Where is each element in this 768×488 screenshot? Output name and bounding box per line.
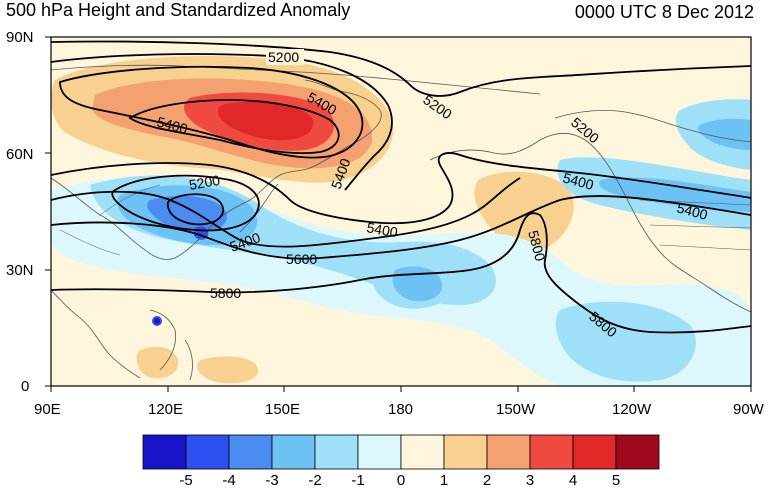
lat-label: 90N — [6, 29, 34, 46]
lon-label: 120E — [148, 401, 183, 418]
contour-5200 — [111, 174, 260, 232]
colorbar-swatch — [185, 434, 230, 470]
coastlines — [51, 64, 751, 381]
lat-label: 0 — [21, 378, 29, 395]
contour-label: 5800 — [210, 285, 241, 301]
positive-anomaly-region — [136, 346, 179, 379]
colorbar-label: 3 — [526, 472, 534, 488]
contour-5400 — [51, 53, 393, 191]
positive-anomaly-region — [217, 101, 314, 141]
colorbar-swatch — [443, 434, 488, 470]
colorbar-swatch — [529, 434, 574, 470]
colorbar-swatch — [400, 434, 445, 470]
contour-label: 5400 — [675, 199, 709, 223]
coastline-alaska — [429, 132, 626, 196]
colorbar-swatch — [271, 434, 316, 470]
negative-anomaly-region — [555, 301, 696, 382]
map-title: 500 hPa Height and Standardized Anomaly — [6, 0, 351, 20]
colorbar-swatch — [314, 434, 359, 470]
axis-ticks — [45, 36, 752, 392]
colorbar-swatch — [572, 434, 617, 470]
negative-anomaly-spot — [154, 318, 160, 324]
contour-5400 — [51, 152, 751, 225]
country-borders — [59, 184, 751, 256]
contour-5400 — [51, 177, 521, 248]
lat-label: 60N — [6, 146, 34, 163]
contour-label: 5800 — [525, 229, 549, 263]
colorbar-labels: -5 -4 -3 -2 -1 0 1 2 3 4 5 — [179, 472, 620, 488]
lat-label: 30N — [6, 262, 34, 279]
colorbar — [142, 434, 660, 470]
lon-label: 150E — [265, 401, 300, 418]
contour-label: 5200 — [268, 49, 299, 65]
lon-label: 90E — [34, 401, 61, 418]
lon-label: 120W — [612, 401, 652, 418]
coastline-north-america — [554, 110, 751, 313]
contour-5200 — [59, 65, 364, 159]
coastline-asia — [51, 79, 382, 260]
contour-5400 — [128, 99, 340, 154]
coastline-arctic — [51, 64, 541, 95]
negative-anomaly-region — [698, 118, 751, 150]
colorbar-label: 4 — [569, 472, 577, 488]
colorbar-label: -3 — [265, 472, 278, 488]
contour-5600 — [51, 195, 751, 260]
contour-label: 5400 — [365, 219, 399, 240]
positive-anomaly-region — [474, 171, 574, 251]
coastline-japan — [239, 183, 279, 233]
coastline-southeast-asia — [51, 289, 193, 381]
contour-5200 — [166, 193, 225, 226]
lon-label: 180 — [388, 401, 413, 418]
colorbar-label: 0 — [397, 472, 405, 488]
contour-label: 5200 — [188, 172, 222, 193]
colorbar-label: -4 — [222, 472, 235, 488]
colorbar-label: -5 — [179, 472, 192, 488]
colorbar-swatch — [142, 434, 187, 470]
contour-label: 5600 — [286, 251, 317, 267]
colorbar-swatch — [615, 434, 660, 470]
colorbar-label: 5 — [612, 472, 620, 488]
colorbar-swatch — [228, 434, 273, 470]
contour-label: 5400 — [155, 113, 189, 137]
positive-anomaly-region — [197, 356, 259, 384]
colorbar-label: -1 — [351, 472, 364, 488]
contour-label: 5400 — [561, 169, 595, 193]
colorbar-label: 1 — [440, 472, 448, 488]
colorbar-swatch — [357, 434, 402, 470]
contour-5200 — [51, 40, 751, 97]
map-datetime: 0000 UTC 8 Dec 2012 — [574, 2, 754, 22]
colorbar-label: -2 — [308, 472, 321, 488]
height-contours — [51, 40, 751, 334]
contour-5800 — [51, 212, 751, 334]
contour-label-bg — [266, 49, 304, 65]
lon-label: 90W — [733, 401, 765, 418]
colorbar-swatch — [486, 434, 531, 470]
colorbar-label: 2 — [483, 472, 491, 488]
lon-label: 150W — [496, 401, 536, 418]
